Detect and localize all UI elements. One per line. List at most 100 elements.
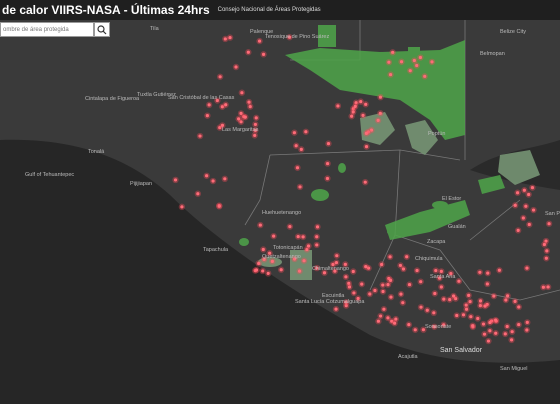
- place-label: Sonsonate: [425, 324, 451, 330]
- hotspot: [373, 288, 377, 293]
- hotspot: [350, 114, 354, 118]
- hotspot: [510, 330, 514, 334]
- hotspot: [390, 319, 394, 323]
- hotspot: [505, 294, 510, 298]
- hotspot: [364, 102, 368, 106]
- place-label: El Estor: [442, 196, 461, 202]
- hotspot: [364, 131, 368, 135]
- hotspot: [513, 299, 517, 304]
- search-button[interactable]: [94, 22, 110, 37]
- hotspot: [243, 115, 247, 119]
- hotspot: [515, 191, 520, 195]
- hotspot: [399, 292, 403, 296]
- place-label: Huehuetenango: [262, 210, 301, 216]
- hotspot: [522, 188, 526, 192]
- hotspot: [223, 37, 227, 41]
- search-box[interactable]: ombre de área protegida: [0, 22, 94, 37]
- hotspot: [369, 128, 374, 132]
- hotspot: [525, 328, 529, 332]
- hotspot: [211, 179, 215, 183]
- hotspot: [386, 316, 390, 320]
- hotspot: [361, 113, 365, 117]
- hotspot: [413, 328, 417, 332]
- hotspot: [485, 302, 489, 307]
- hotspot: [504, 298, 508, 302]
- hotspot: [224, 103, 228, 107]
- hotspot: [531, 208, 536, 212]
- hotspot: [218, 75, 222, 79]
- hotspot: [454, 297, 458, 301]
- hotspot: [425, 308, 429, 312]
- hotspot: [352, 291, 356, 295]
- hotspot: [530, 186, 535, 190]
- hotspot: [381, 289, 385, 294]
- hotspot: [173, 178, 178, 182]
- hotspot: [326, 142, 331, 146]
- place-label: San Salvador: [440, 347, 483, 354]
- hotspot: [234, 65, 238, 69]
- hotspot: [433, 291, 437, 296]
- hotspot: [394, 317, 398, 321]
- hotspot: [461, 313, 466, 317]
- hotspot: [386, 282, 390, 287]
- hotspot: [378, 111, 382, 115]
- hotspot: [217, 204, 221, 208]
- place-label: Tenosique de Pino Suárez: [265, 34, 329, 40]
- hotspots: [172, 34, 553, 345]
- place-label: Poptún: [428, 131, 445, 137]
- hotspot: [287, 35, 292, 39]
- hotspot: [240, 91, 244, 95]
- hotspot: [407, 282, 412, 287]
- place-label: Las Margaritas: [222, 127, 259, 133]
- hotspot: [388, 278, 393, 282]
- hotspot: [524, 204, 528, 208]
- hotspot: [360, 282, 364, 286]
- place-label: Gulf of Tehuantepec: [25, 172, 74, 178]
- title: de calor VIIRS-NASA - Últimas 24hrs: [2, 3, 210, 17]
- hotspot: [253, 122, 257, 127]
- hotspot: [301, 235, 305, 239]
- hotspot: [261, 269, 265, 273]
- hotspot: [525, 320, 529, 324]
- hotspot: [503, 332, 507, 336]
- hotspot: [364, 265, 368, 269]
- hotspot: [497, 268, 501, 272]
- hotspot: [347, 281, 351, 285]
- hotspot: [442, 297, 446, 301]
- hotspot: [292, 257, 297, 261]
- hotspot: [218, 126, 222, 130]
- hotspot: [343, 262, 347, 266]
- hotspot: [421, 328, 426, 332]
- hotspot: [257, 261, 261, 266]
- hotspot: [485, 282, 489, 286]
- hotspot: [430, 60, 434, 64]
- hotspot: [415, 268, 419, 273]
- hotspot: [542, 242, 547, 247]
- hotspot: [302, 259, 306, 263]
- hotspot: [468, 299, 472, 304]
- hotspot: [378, 314, 383, 318]
- hotspot: [378, 95, 383, 99]
- hotspot: [288, 225, 292, 229]
- hotspot: [517, 305, 521, 309]
- hotspot: [467, 293, 471, 297]
- hotspot: [368, 292, 372, 296]
- hotspot: [215, 98, 219, 103]
- hotspot: [387, 60, 391, 64]
- hotspot: [521, 216, 525, 220]
- hotspot: [246, 50, 250, 54]
- hotspot: [486, 339, 491, 343]
- hotspot: [525, 266, 529, 270]
- hotspot: [262, 257, 266, 261]
- header: de calor VIIRS-NASA - Últimas 24hrs Cons…: [0, 0, 560, 20]
- hotspot: [547, 222, 551, 226]
- place-label: Tapachula: [203, 247, 229, 253]
- hotspot: [494, 331, 498, 335]
- hotspot: [363, 180, 367, 184]
- hotspot: [325, 176, 330, 181]
- hotspot: [398, 263, 403, 268]
- hotspot: [408, 69, 412, 73]
- place-label: Belmopan: [480, 51, 505, 57]
